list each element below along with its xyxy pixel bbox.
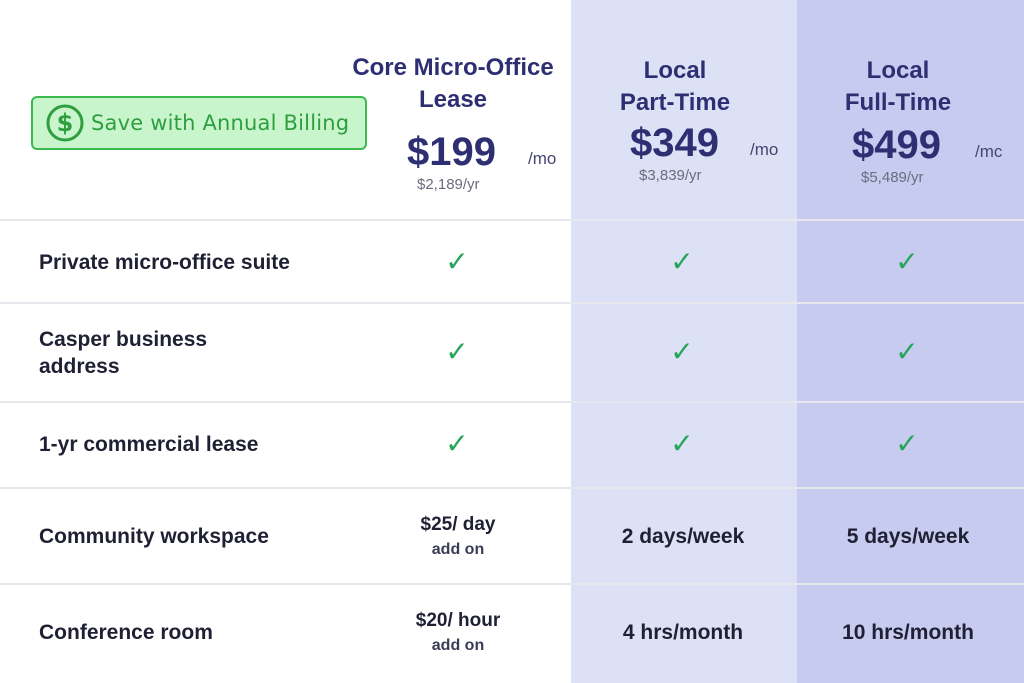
- core-community-price: $25/ day: [420, 514, 496, 535]
- feature-community-workspace: Community workspace: [39, 525, 269, 548]
- check-icon: ✓: [445, 427, 469, 460]
- feature-conference-room: Conference room: [39, 621, 213, 644]
- plan-part-time-per: /mo: [750, 140, 779, 159]
- plan-full-time-title-line2: Full-Time: [844, 89, 952, 116]
- feature-business-address-line1: Casper business: [39, 328, 208, 351]
- check-icon: ✓: [445, 335, 469, 368]
- row-divider: [0, 583, 1024, 585]
- plan-core-price: $199: [407, 130, 496, 174]
- feature-business-address-line2: address: [39, 355, 120, 378]
- plan-part-time-title-line2: Part-Time: [619, 89, 731, 116]
- plan-core-title-line2: Lease: [418, 86, 488, 113]
- full-time-community: 5 days/week: [846, 525, 970, 548]
- svg-text:$: $: [57, 109, 74, 137]
- check-icon: ✓: [895, 427, 919, 460]
- row-divider: [0, 302, 1024, 304]
- check-icon: ✓: [670, 335, 694, 368]
- save-badge-label: Save with Annual Billing: [91, 111, 350, 135]
- part-time-conference: 4 hrs/month: [622, 621, 744, 644]
- check-icon: ✓: [895, 335, 919, 368]
- row-divider: [0, 487, 1024, 489]
- feature-commercial-lease: 1-yr commercial lease: [39, 433, 259, 456]
- check-icon: ✓: [445, 245, 469, 278]
- plan-core-title: Core Micro-Office Lease: [343, 52, 563, 116]
- save-annual-billing-toggle[interactable]: $ Save with Annual Billing: [31, 96, 367, 150]
- core-conference-price: $20/ hour: [415, 610, 501, 631]
- plan-part-time-title: Local Part-Time: [580, 55, 770, 119]
- feature-private-suite: Private micro-office suite: [39, 251, 290, 274]
- core-conference-addon: add on: [431, 637, 485, 654]
- plan-part-time-title-line1: Local: [643, 57, 707, 84]
- feature-business-address: Casper business address: [39, 326, 207, 380]
- plan-core-per: /mo: [528, 149, 557, 168]
- plan-core-yearly: $2,189/yr: [417, 176, 480, 193]
- plan-full-time-yearly: $5,489/yr: [861, 169, 924, 186]
- full-time-conference: 10 hrs/month: [842, 621, 974, 644]
- plan-part-time-price: $349: [630, 121, 719, 165]
- plan-full-time-title-line1: Local: [866, 57, 930, 84]
- plan-part-time-yearly: $3,839/yr: [639, 167, 702, 184]
- check-icon: ✓: [670, 245, 694, 278]
- check-icon: ✓: [895, 245, 919, 278]
- plan-full-time-title: Local Full-Time: [803, 55, 993, 119]
- row-divider: [0, 401, 1024, 403]
- plan-full-time-per: /mc: [975, 142, 1003, 161]
- plan-core-title-line1: Core Micro-Office: [352, 54, 554, 81]
- core-community-addon: add on: [431, 541, 485, 558]
- full-time-column-bg: [797, 0, 1024, 683]
- row-divider: [0, 219, 1024, 221]
- part-time-community: 2 days/week: [621, 525, 745, 548]
- part-time-column-bg: [571, 0, 797, 683]
- plan-full-time-price: $499: [852, 123, 941, 167]
- check-icon: ✓: [670, 427, 694, 460]
- dollar-circle-icon: $: [46, 104, 84, 142]
